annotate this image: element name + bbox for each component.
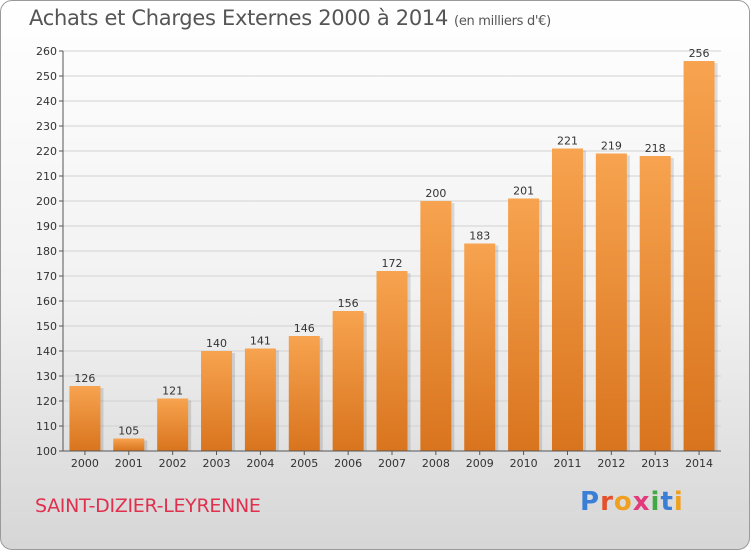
chart-title: Achats et Charges Externes 2000 à 2014 (e… (29, 6, 551, 30)
x-tick-label: 2005 (290, 457, 318, 470)
x-tick-label: 2003 (203, 457, 231, 470)
y-tick-label: 240 (36, 95, 57, 108)
x-tick-label: 2012 (597, 457, 625, 470)
chart-title-text: Achats et Charges Externes 2000 à 2014 (29, 6, 449, 30)
y-tick-label: 160 (36, 295, 57, 308)
x-tick-label: 2008 (422, 457, 450, 470)
y-tick-label: 250 (36, 70, 57, 83)
bar-value-label: 172 (382, 257, 403, 270)
y-tick-label: 120 (36, 395, 57, 408)
x-tick-label: 2010 (510, 457, 538, 470)
x-tick-label: 2006 (334, 457, 362, 470)
y-tick-label: 220 (36, 145, 57, 158)
x-tick-label: 2013 (641, 457, 669, 470)
bar-value-label: 183 (469, 230, 490, 243)
bar (683, 61, 715, 451)
bar (464, 243, 496, 451)
bar-value-label: 221 (557, 135, 578, 148)
bar-value-label: 156 (338, 297, 359, 310)
bar (157, 398, 189, 451)
bar-value-label: 219 (601, 140, 622, 153)
x-tick-label: 2014 (685, 457, 713, 470)
y-tick-label: 140 (36, 345, 57, 358)
x-tick-label: 2009 (466, 457, 494, 470)
y-tick-label: 210 (36, 170, 57, 183)
bar (288, 336, 320, 451)
bars-layer: 126 105 121 140 141 146 156 172 200 183 201 221 219 2… (69, 47, 718, 451)
y-tick-label: 170 (36, 270, 57, 283)
x-tick-label: 2007 (378, 457, 406, 470)
y-tick-label: 230 (36, 120, 57, 133)
bar-value-label: 126 (74, 372, 95, 385)
x-tick-label: 2004 (246, 457, 274, 470)
bar (332, 311, 364, 451)
logo-letter: r (600, 487, 614, 517)
y-tick-label: 260 (36, 45, 57, 58)
bar (244, 348, 276, 451)
logo-letter: o (613, 487, 633, 517)
bar-value-label: 141 (250, 335, 271, 348)
y-tick-label: 200 (36, 195, 57, 208)
bar-value-label: 201 (513, 185, 534, 198)
logo-letter: t (660, 487, 674, 517)
bar-value-label: 121 (162, 385, 183, 398)
logo-letter: x (632, 487, 651, 517)
bar (201, 351, 233, 451)
axis-layer: 100 110 120 130 140 150 160 170 180 190 200 210 220 2… (36, 45, 721, 470)
y-tick-label: 100 (36, 445, 57, 458)
bar (420, 201, 452, 451)
bar-value-label: 256 (689, 47, 710, 60)
logo-letter: i (650, 487, 661, 517)
bar (113, 438, 145, 451)
bar (639, 156, 671, 451)
x-tick-label: 2002 (159, 457, 187, 470)
bar (376, 271, 408, 451)
bar-value-label: 105 (118, 425, 139, 438)
x-tick-label: 2000 (71, 457, 99, 470)
logo-letter: i (673, 487, 684, 517)
chart-subtitle: (en milliers d'€) (454, 14, 551, 29)
y-tick-label: 110 (36, 420, 57, 433)
x-tick-label: 2011 (553, 457, 581, 470)
proxiti-logo: Proxiti (580, 487, 684, 517)
y-tick-label: 150 (36, 320, 57, 333)
bar (595, 153, 627, 451)
bar-value-label: 146 (294, 322, 315, 335)
bar (508, 198, 540, 451)
y-tick-label: 190 (36, 220, 57, 233)
bar-value-label: 218 (645, 142, 666, 155)
x-tick-label: 2001 (115, 457, 143, 470)
bar (69, 386, 101, 451)
commune-name: SAINT-DIZIER-LEYRENNE (35, 495, 261, 517)
y-tick-label: 180 (36, 245, 57, 258)
logo-letter: P (580, 487, 601, 517)
bar-value-label: 200 (425, 187, 446, 200)
y-tick-label: 130 (36, 370, 57, 383)
bar-value-label: 140 (206, 337, 227, 350)
bar (551, 148, 583, 451)
